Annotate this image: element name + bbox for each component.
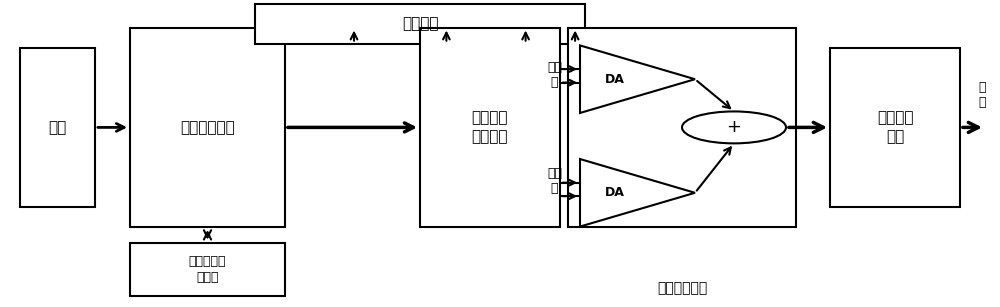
Bar: [255, 4, 585, 44]
Text: +: +: [726, 119, 742, 136]
Text: 主机: 主机: [48, 120, 67, 135]
Text: DA: DA: [605, 186, 624, 199]
Text: 通道调理
模块: 通道调理 模块: [877, 111, 913, 144]
Text: 偶数
点: 偶数 点: [547, 61, 562, 89]
Text: 奇数
点: 奇数 点: [547, 167, 562, 195]
Text: 存储管理模块: 存储管理模块: [180, 120, 235, 135]
Text: 时域交织模块: 时域交织模块: [657, 282, 707, 296]
Bar: [830, 48, 960, 207]
Bar: [568, 28, 796, 227]
Bar: [20, 48, 95, 207]
Text: DA: DA: [605, 73, 624, 86]
Bar: [420, 28, 560, 227]
Text: 时钟模块: 时钟模块: [402, 16, 438, 31]
Text: 高速大容量
存储器: 高速大容量 存储器: [189, 255, 226, 284]
Text: 并行信号
发生模块: 并行信号 发生模块: [472, 111, 508, 144]
Text: 输
出: 输 出: [978, 81, 986, 109]
Bar: [130, 28, 285, 227]
Bar: [130, 243, 285, 296]
